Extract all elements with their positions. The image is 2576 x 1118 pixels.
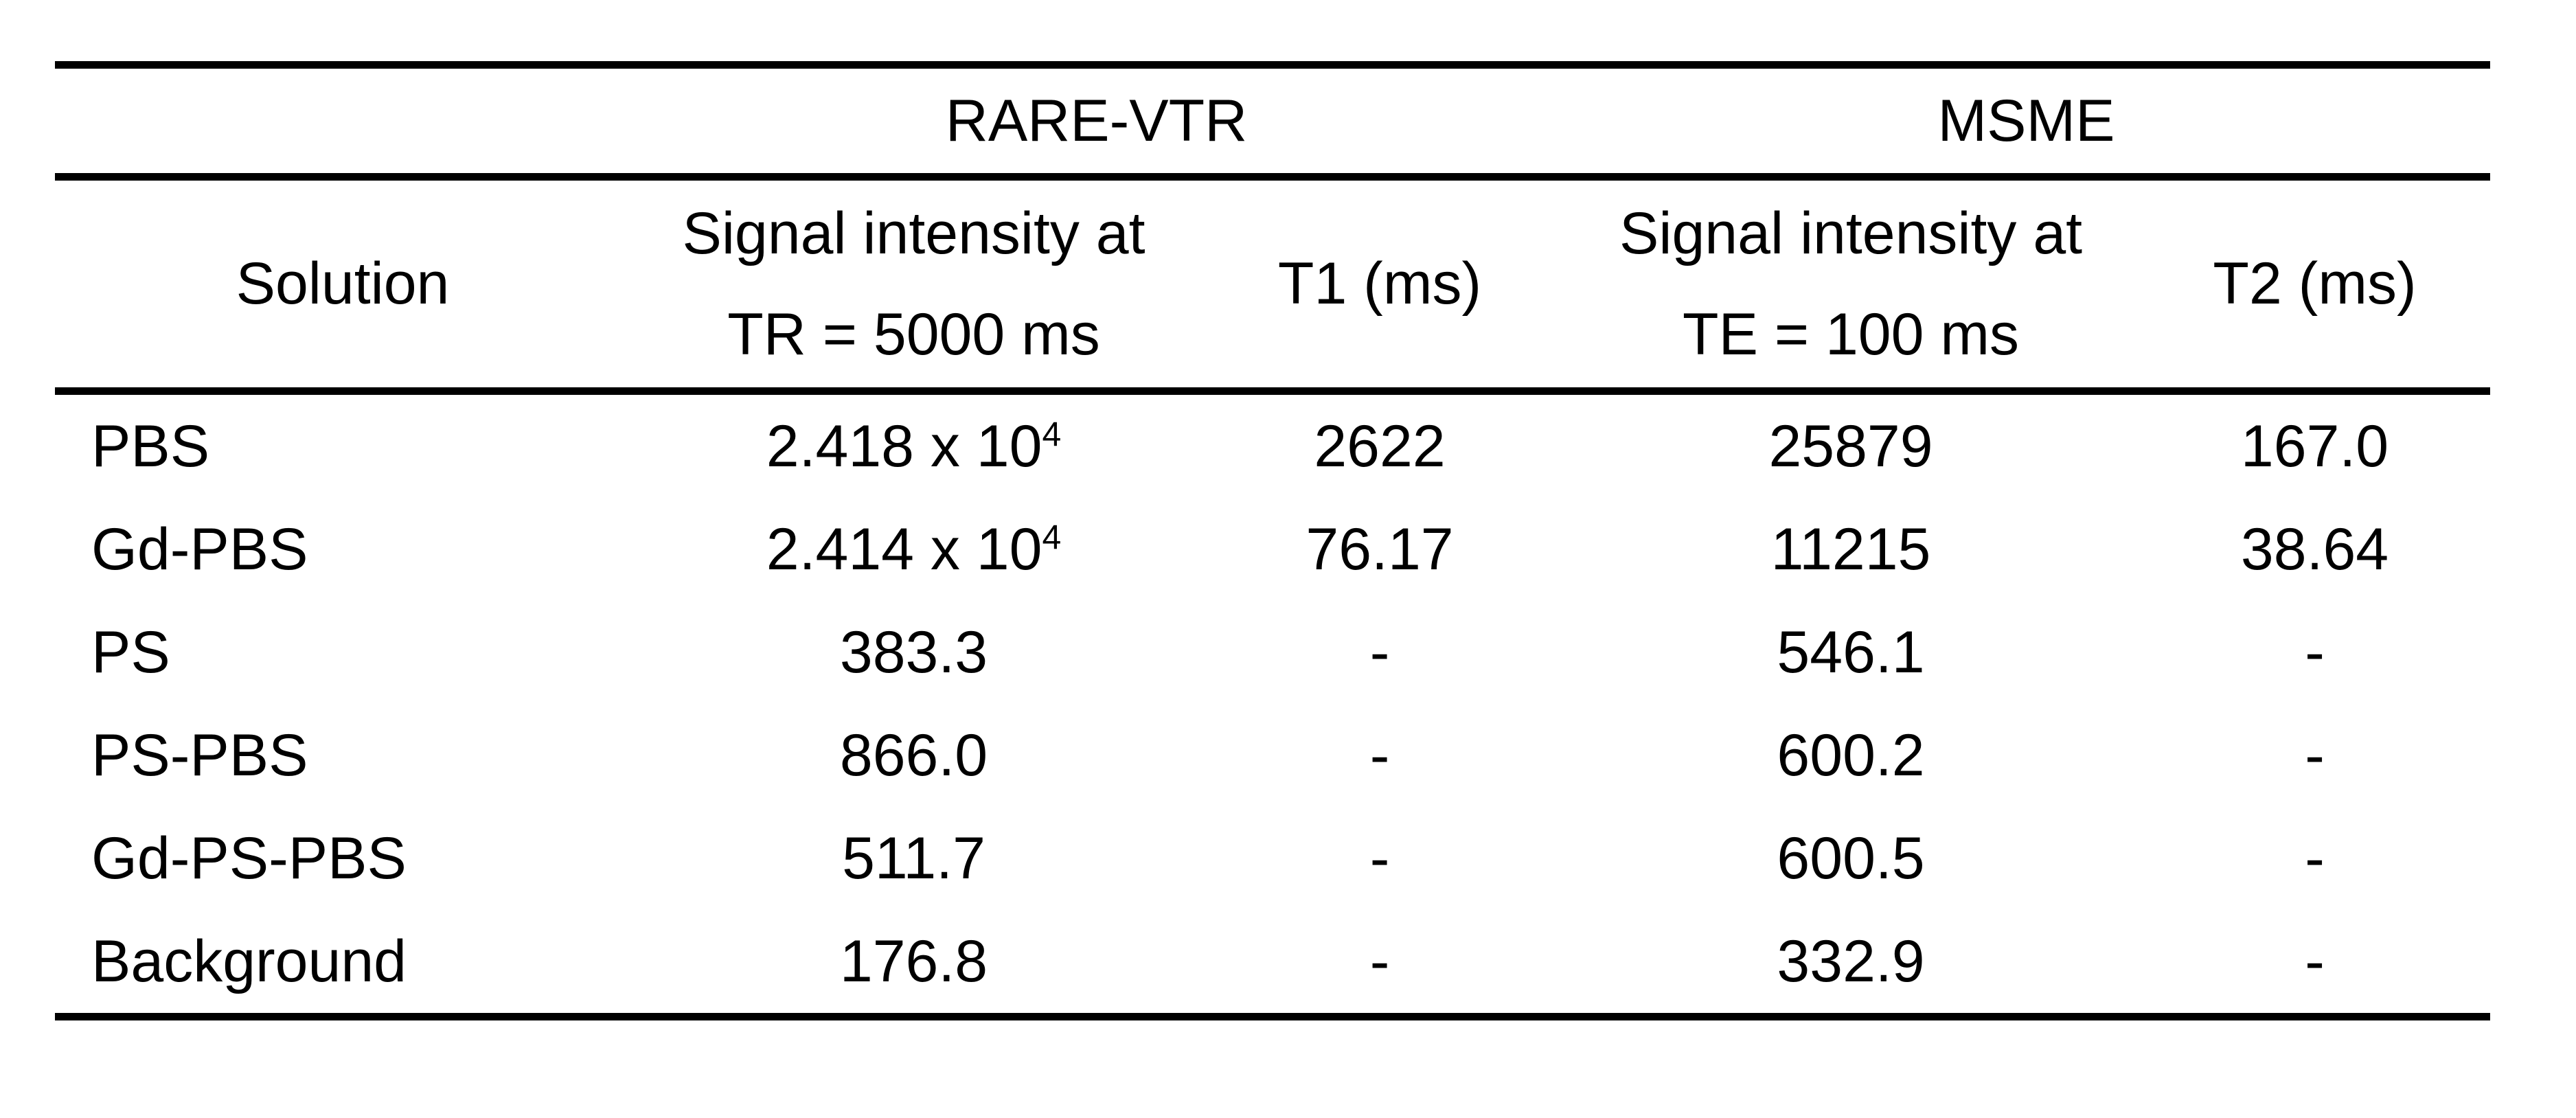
header-line-2: TE = 100 ms bbox=[1683, 301, 2019, 367]
table-row-gd-pbs: Gd-PBS 2.414 x 104 76.17 11215 38.64 bbox=[55, 498, 2490, 601]
msme-signal-cell: 600.5 bbox=[1562, 807, 2139, 910]
t2-cell: 167.0 bbox=[2240, 413, 2389, 479]
solution-cell: PS-PBS bbox=[91, 722, 308, 788]
msme-signal-cell: 332.9 bbox=[1562, 910, 2140, 1020]
solution-cell: Background bbox=[55, 910, 630, 1020]
signal-value: 546.1 bbox=[1777, 619, 1925, 685]
col-header-t2: T2 (ms) bbox=[2139, 181, 2491, 395]
t1-cell: - bbox=[1197, 910, 1563, 1020]
col-header-t1: T1 (ms) bbox=[1197, 181, 1563, 395]
header-line-1: Signal intensity at bbox=[1619, 200, 2083, 266]
solution-cell: PBS bbox=[91, 413, 210, 479]
signal-value: 600.2 bbox=[1777, 722, 1925, 788]
t2-cell: - bbox=[2139, 910, 2491, 1020]
signal-value: 383.3 bbox=[839, 619, 988, 685]
group-header-msme: MSME bbox=[1562, 61, 2491, 181]
signal-value: 866.0 bbox=[839, 722, 988, 788]
table-row-gd-ps-pbs: Gd-PS-PBS 511.7 - 600.5 - bbox=[55, 807, 2490, 910]
t2-cell: 38.64 bbox=[2240, 516, 2389, 582]
t1-cell: 2622 bbox=[1314, 413, 1446, 479]
signal-value: 332.9 bbox=[1777, 928, 1925, 994]
header-line-2: TR = 5000 ms bbox=[727, 301, 1100, 367]
t2-cell: - bbox=[2305, 722, 2325, 788]
msme-signal-cell: 11215 bbox=[1562, 498, 2139, 601]
rare-signal-cell: 866.0 bbox=[630, 704, 1197, 807]
msme-signal-cell: 546.1 bbox=[1562, 601, 2139, 704]
table-row-ps: PS 383.3 - 546.1 - bbox=[55, 601, 2490, 704]
signal-value: 2.418 x 10 bbox=[766, 413, 1042, 479]
t1-cell: - bbox=[1369, 825, 1390, 891]
solution-cell: Gd-PBS bbox=[91, 516, 308, 582]
rare-signal-cell: 2.418 x 104 bbox=[630, 395, 1197, 498]
table-row-ps-pbs: PS-PBS 866.0 - 600.2 - bbox=[55, 704, 2490, 807]
mri-results-table: RARE-VTR MSME Solution Signal intensity … bbox=[55, 61, 2491, 1020]
col-header-rare-signal: Signal intensity at TR = 5000 ms bbox=[630, 181, 1197, 395]
msme-signal-cell: 25879 bbox=[1562, 395, 2139, 498]
t1-cell: - bbox=[1369, 619, 1390, 685]
column-header-row: Solution Signal intensity at TR = 5000 m… bbox=[55, 181, 2491, 395]
signal-value: 176.8 bbox=[839, 928, 988, 994]
rare-signal-cell: 2.414 x 104 bbox=[630, 498, 1197, 601]
t2-cell: - bbox=[2305, 825, 2325, 891]
table-row-background: Background 176.8 - 332.9 - bbox=[55, 910, 2491, 1020]
exponent: 4 bbox=[1042, 414, 1062, 453]
table-row-pbs: PBS 2.418 x 104 2622 25879 167.0 bbox=[55, 395, 2490, 498]
group-header-rare-vtr: RARE-VTR bbox=[630, 61, 1563, 181]
rare-signal-cell: 176.8 bbox=[630, 910, 1197, 1020]
signal-value: 511.7 bbox=[842, 825, 985, 891]
rare-signal-cell: 383.3 bbox=[630, 601, 1197, 704]
t2-cell: - bbox=[2305, 619, 2325, 685]
header-line-1: Signal intensity at bbox=[682, 200, 1145, 266]
t1-cell: - bbox=[1369, 722, 1390, 788]
signal-value: 11215 bbox=[1770, 516, 1931, 582]
msme-signal-cell: 600.2 bbox=[1562, 704, 2139, 807]
group-header-empty bbox=[55, 61, 630, 181]
exponent: 4 bbox=[1042, 517, 1062, 556]
solution-cell: PS bbox=[91, 619, 170, 685]
group-header-row: RARE-VTR MSME bbox=[55, 61, 2491, 181]
col-header-solution: Solution bbox=[55, 181, 630, 395]
col-header-msme-signal: Signal intensity at TE = 100 ms bbox=[1562, 181, 2140, 395]
signal-value: 25879 bbox=[1768, 413, 1933, 479]
signal-value: 600.5 bbox=[1777, 825, 1925, 891]
solution-cell: Gd-PS-PBS bbox=[91, 825, 407, 891]
signal-value: 2.414 x 10 bbox=[766, 516, 1042, 582]
rare-signal-cell: 511.7 bbox=[630, 807, 1197, 910]
t1-cell: 76.17 bbox=[1306, 516, 1454, 582]
